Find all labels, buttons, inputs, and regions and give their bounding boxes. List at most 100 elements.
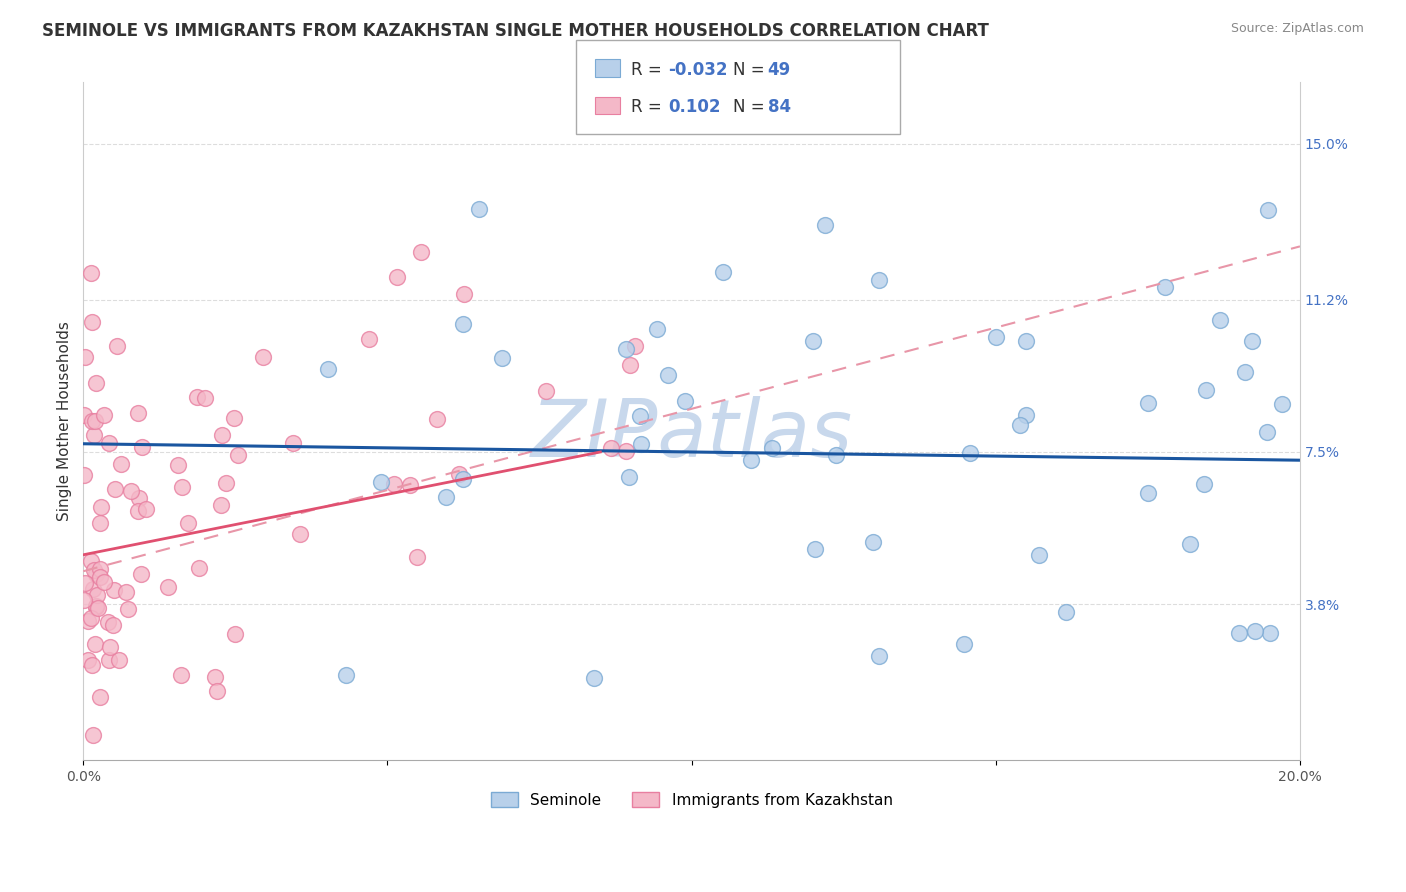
- Point: [170, 480, 193, 494]
- Point: [953, 637, 976, 651]
- Point: [80, 554, 103, 568]
- Point: [616, 342, 638, 356]
- Point: [316, 362, 339, 376]
- Point: [984, 330, 1007, 344]
- Point: [120, 483, 142, 498]
- Point: [1178, 537, 1201, 551]
- Legend: Seminole, Immigrants from Kazakhstan: Seminole, Immigrants from Kazakhstan: [485, 786, 898, 814]
- Point: [453, 317, 475, 331]
- Point: [177, 516, 200, 530]
- Point: [84, 599, 107, 614]
- Point: [157, 580, 180, 594]
- Point: [614, 444, 637, 458]
- Point: [617, 470, 640, 484]
- Point: [104, 482, 127, 496]
- Point: [127, 504, 149, 518]
- Point: [357, 332, 380, 346]
- Point: [868, 273, 890, 287]
- Point: [129, 567, 152, 582]
- Point: [131, 441, 153, 455]
- Point: [630, 437, 652, 451]
- Point: [406, 549, 429, 564]
- Point: [82, 315, 104, 329]
- Point: [89, 690, 111, 705]
- Point: [84, 599, 107, 614]
- Point: [110, 457, 132, 471]
- Point: [1241, 334, 1264, 349]
- Point: [1258, 626, 1281, 640]
- Point: [103, 583, 125, 598]
- Point: [204, 670, 226, 684]
- Point: [90, 500, 112, 514]
- Point: [80, 657, 103, 672]
- Point: [80, 266, 103, 280]
- Point: [97, 435, 120, 450]
- Point: [673, 394, 696, 409]
- Point: [1010, 417, 1032, 432]
- Point: [84, 567, 107, 582]
- Point: [290, 526, 312, 541]
- Point: [1227, 626, 1250, 640]
- Point: [83, 563, 105, 577]
- Point: [97, 615, 120, 629]
- Point: [1233, 365, 1256, 379]
- Point: [82, 728, 104, 742]
- Text: N =: N =: [733, 98, 769, 116]
- Point: [447, 467, 470, 481]
- Point: [86, 601, 108, 615]
- Point: [740, 453, 762, 467]
- Point: [600, 442, 623, 456]
- Point: [86, 588, 108, 602]
- Point: [89, 562, 111, 576]
- Point: [89, 516, 111, 531]
- Point: [224, 411, 246, 425]
- Point: [128, 406, 150, 420]
- Point: [868, 648, 890, 663]
- Point: [453, 287, 475, 301]
- Point: [89, 570, 111, 584]
- Point: [117, 602, 139, 616]
- Point: [77, 653, 100, 667]
- Point: [167, 458, 190, 472]
- Point: [1257, 203, 1279, 218]
- Text: -0.032: -0.032: [668, 61, 727, 78]
- Text: SEMINOLE VS IMMIGRANTS FROM KAZAKHSTAN SINGLE MOTHER HOUSEHOLDS CORRELATION CHAR: SEMINOLE VS IMMIGRANTS FROM KAZAKHSTAN S…: [42, 22, 988, 40]
- Point: [209, 498, 232, 512]
- Point: [1154, 280, 1177, 294]
- Point: [82, 414, 104, 428]
- Point: [1028, 549, 1050, 563]
- Text: Source: ZipAtlas.com: Source: ZipAtlas.com: [1230, 22, 1364, 36]
- Point: [804, 542, 827, 557]
- Text: 84: 84: [768, 98, 790, 116]
- Point: [186, 390, 208, 404]
- Point: [814, 218, 837, 232]
- Point: [1136, 395, 1159, 409]
- Point: [194, 392, 217, 406]
- Point: [657, 368, 679, 382]
- Point: [135, 502, 157, 516]
- Point: [214, 475, 236, 490]
- Point: [434, 490, 457, 504]
- Point: [409, 244, 432, 259]
- Point: [93, 408, 115, 422]
- Point: [628, 409, 651, 424]
- Point: [1271, 397, 1294, 411]
- Y-axis label: Single Mother Households: Single Mother Households: [58, 321, 72, 521]
- Point: [224, 627, 246, 641]
- Point: [170, 668, 193, 682]
- Point: [1195, 384, 1218, 398]
- Point: [93, 574, 115, 589]
- Point: [83, 414, 105, 428]
- Point: [370, 475, 392, 490]
- Point: [80, 611, 103, 625]
- Point: [82, 582, 104, 596]
- Point: [1015, 408, 1038, 422]
- Point: [105, 339, 128, 353]
- Point: [1015, 334, 1038, 348]
- Point: [536, 384, 558, 399]
- Point: [1136, 486, 1159, 500]
- Text: 49: 49: [768, 61, 792, 78]
- Point: [72, 592, 94, 607]
- Text: ZIPatlas: ZIPatlas: [530, 396, 852, 474]
- Point: [128, 491, 150, 506]
